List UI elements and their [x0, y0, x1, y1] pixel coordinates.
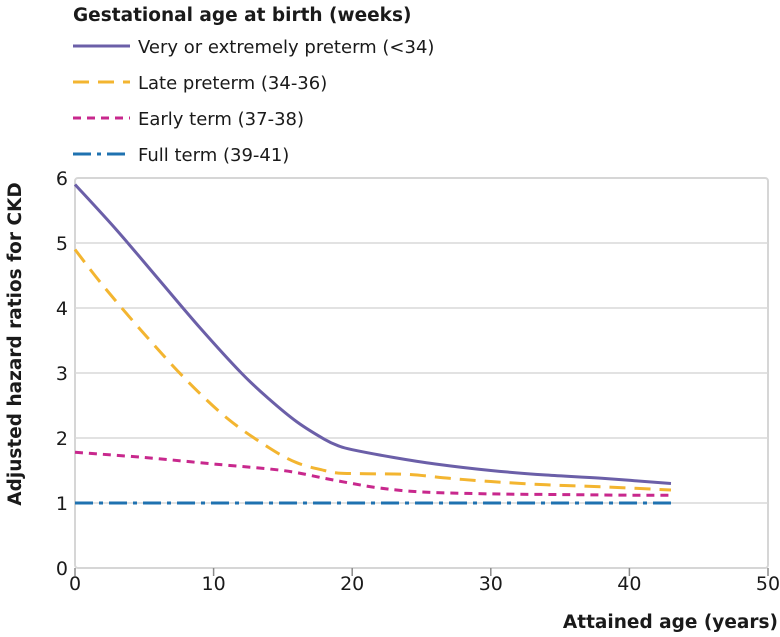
- x-tick-label: 0: [69, 573, 81, 595]
- series-line-late-preterm-34-36: [73, 248, 672, 492]
- x-tick-label: 20: [340, 573, 364, 595]
- x-axis-title: Attained age (years): [563, 612, 778, 633]
- legend-label: Late preterm (34-36): [138, 73, 327, 94]
- y-axis-ticks: 0 1 2 3 4 5 6: [56, 168, 68, 580]
- y-tick-label: 5: [56, 233, 68, 255]
- legend-label: Early term (37-38): [138, 109, 304, 130]
- y-tick-label: 1: [56, 493, 68, 515]
- x-tick-label: 50: [756, 573, 780, 595]
- y-tick-label: 6: [56, 168, 68, 190]
- series-lines: [73, 183, 672, 505]
- y-tick-label: 2: [56, 428, 68, 450]
- legend-items: Very or extremely preterm (<34) Late pret…: [73, 37, 434, 166]
- y-tick-label: 0: [56, 558, 68, 580]
- x-tick-label: 40: [617, 573, 641, 595]
- series-line-very-or-extremely-preterm-34: [73, 183, 672, 485]
- legend-item: Late preterm (34-36): [73, 73, 327, 94]
- legend: Gestational age at birth (weeks) Very or…: [73, 5, 434, 166]
- legend-item: Early term (37-38): [73, 109, 304, 130]
- y-axis-title: Adjusted hazard ratios for CKD: [5, 182, 26, 505]
- legend-title: Gestational age at birth (weeks): [73, 5, 411, 26]
- legend-label: Full term (39-41): [138, 145, 289, 166]
- plot-area: [73, 177, 769, 569]
- series-line-early-term-37-38: [74, 450, 671, 497]
- x-tick-label: 30: [479, 573, 503, 595]
- legend-item: Very or extremely preterm (<34): [73, 37, 434, 58]
- legend-label: Very or extremely preterm (<34): [138, 37, 434, 58]
- legend-item: Full term (39-41): [73, 145, 289, 166]
- x-tick-label: 10: [202, 573, 226, 595]
- y-tick-label: 4: [56, 298, 68, 320]
- x-axis-ticks: 0 10 20 30 40 50: [69, 568, 780, 595]
- y-tick-label: 3: [56, 363, 68, 385]
